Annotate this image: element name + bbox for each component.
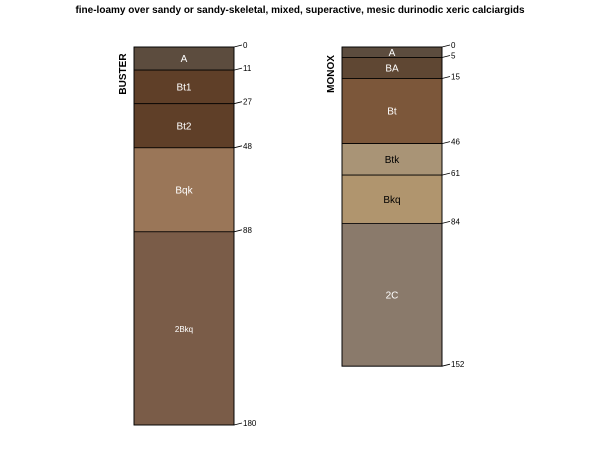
profile-name-buster: BUSTER [118, 53, 129, 95]
horizon-label: Btk [385, 155, 400, 166]
horizon-label: BA [385, 64, 399, 75]
depth-tick [441, 55, 451, 58]
profile-name-monox: MONOX [326, 55, 337, 93]
horizon-label: A [181, 54, 188, 65]
depth-tick [441, 221, 451, 224]
horizon-monox-btk [341, 143, 443, 176]
depth-tick [233, 229, 243, 233]
depth-label: 15 [451, 73, 460, 82]
horizon-buster-2bkq [133, 231, 235, 426]
depth-label: 0 [243, 41, 248, 50]
depth-label: 180 [243, 419, 257, 428]
horizon-label: Bt1 [176, 82, 191, 93]
depth-tick [233, 145, 243, 149]
profile-outline [133, 46, 235, 426]
horizon-buster-bt1 [133, 69, 235, 105]
horizon-label: 2C [386, 290, 399, 301]
depth-tick [233, 101, 243, 105]
depth-tick [441, 363, 451, 367]
horizon-label: Bt2 [176, 121, 191, 132]
horizon-buster-bqk [133, 147, 235, 233]
depth-label: 152 [451, 360, 465, 369]
depth-tick [233, 422, 243, 426]
horizon-monox-2c [341, 222, 443, 367]
depth-tick [441, 172, 451, 176]
depth-tick [441, 76, 451, 79]
depth-label: 11 [243, 64, 252, 73]
horizon-label: A [389, 48, 396, 59]
horizon-label: 2Bkq [175, 325, 193, 334]
depth-label: 5 [451, 52, 456, 61]
horizon-label: Bkq [383, 195, 400, 206]
horizon-monox-bt [341, 78, 443, 144]
chart-title: fine-loamy over sandy or sandy-skeletal,… [75, 5, 525, 16]
depth-label: 61 [451, 169, 460, 178]
depth-label: 84 [451, 217, 460, 226]
depth-label: 48 [243, 142, 252, 151]
depth-tick [233, 67, 243, 71]
depth-tick [441, 44, 451, 48]
depth-label: 0 [451, 41, 456, 50]
horizon-label: Bt [387, 107, 397, 118]
horizon-label: Bqk [175, 185, 193, 196]
depth-label: 46 [451, 138, 460, 147]
profile-outline [341, 46, 443, 367]
depth-tick [441, 141, 451, 144]
depth-label: 88 [243, 226, 252, 235]
depth-label: 27 [243, 98, 252, 107]
depth-tick [233, 44, 243, 48]
